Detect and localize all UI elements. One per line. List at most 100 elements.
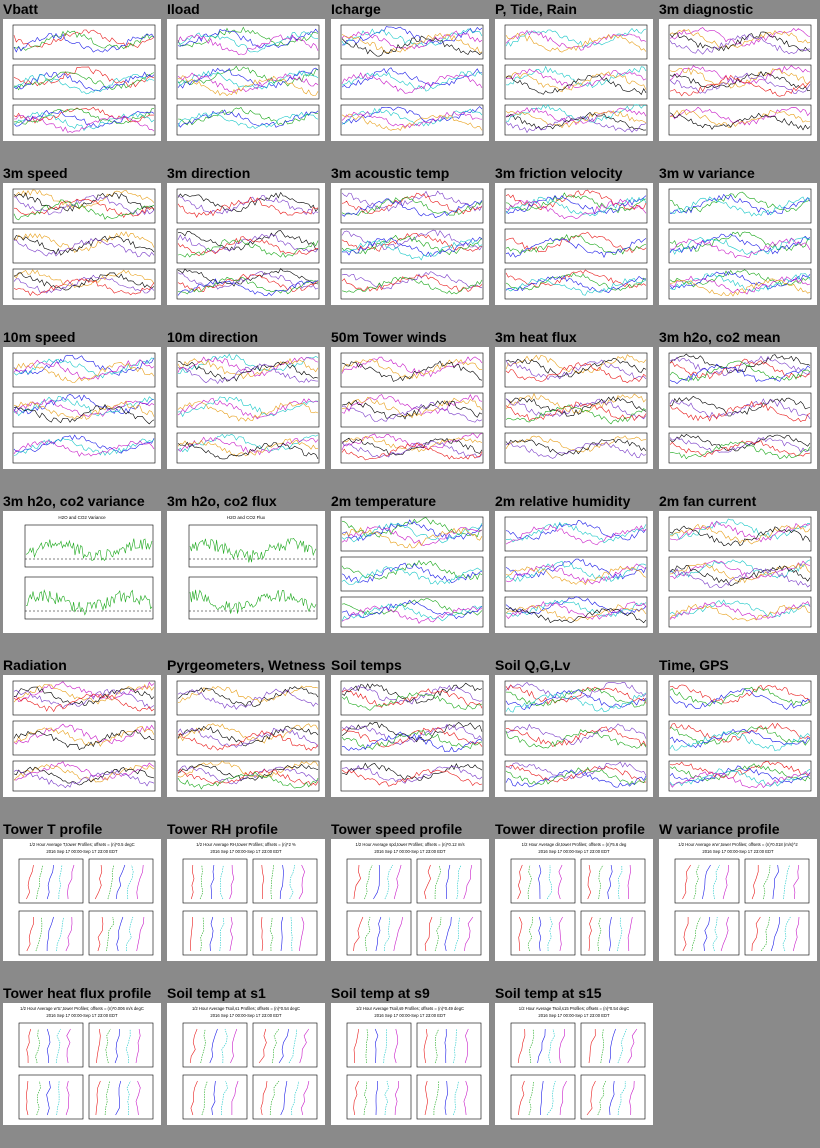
plot-thumbnail[interactable] — [331, 347, 489, 469]
plot-panel[interactable]: 3m w variance — [656, 164, 820, 328]
plot-title[interactable]: Soil temps — [331, 657, 402, 673]
plot-title[interactable]: Tower speed profile — [331, 821, 463, 837]
plot-panel[interactable]: Tower heat flux profile 1/2 Hour Average … — [0, 984, 164, 1148]
plot-title[interactable]: 3m friction velocity — [495, 165, 623, 181]
plot-thumbnail[interactable] — [167, 183, 325, 305]
plot-panel[interactable]: 10m speed — [0, 328, 164, 492]
plot-panel[interactable]: Tower RH profile 1/2 Hour Average RH,towe… — [164, 820, 328, 984]
plot-thumbnail[interactable] — [331, 19, 489, 141]
plot-title[interactable]: Radiation — [3, 657, 67, 673]
plot-title[interactable]: 2m relative humidity — [495, 493, 631, 509]
plot-panel[interactable]: Icharge — [328, 0, 492, 164]
plot-title[interactable]: Vbatt — [3, 1, 38, 17]
plot-title[interactable]: 3m h2o, co2 flux — [167, 493, 277, 509]
plot-thumbnail[interactable] — [167, 19, 325, 141]
plot-title[interactable]: Time, GPS — [659, 657, 729, 673]
plot-thumbnail[interactable] — [3, 183, 161, 305]
plot-thumbnail[interactable] — [167, 675, 325, 797]
plot-title[interactable]: Icharge — [331, 1, 381, 17]
plot-panel[interactable]: Soil temps — [328, 656, 492, 820]
plot-panel[interactable]: 3m acoustic temp — [328, 164, 492, 328]
plot-title[interactable]: Tower direction profile — [495, 821, 645, 837]
plot-panel[interactable]: Tower speed profile 1/2 Hour Average spd,… — [328, 820, 492, 984]
plot-thumbnail[interactable]: 1/2 Hour Average spd,tower Profiles; off… — [331, 839, 489, 961]
plot-thumbnail[interactable] — [495, 675, 653, 797]
plot-thumbnail[interactable] — [3, 347, 161, 469]
plot-panel[interactable]: Iload — [164, 0, 328, 164]
plot-title[interactable]: 3m direction — [167, 165, 251, 181]
plot-panel[interactable]: 3m h2o, co2 mean — [656, 328, 820, 492]
plot-thumbnail[interactable]: 1/2 Hour Average Tsoil,s1 Profiles; offs… — [167, 1003, 325, 1125]
plot-thumbnail[interactable] — [331, 183, 489, 305]
plot-title[interactable]: 3m acoustic temp — [331, 165, 450, 181]
plot-thumbnail[interactable] — [3, 675, 161, 797]
plot-thumbnail[interactable] — [495, 347, 653, 469]
plot-title[interactable]: Tower heat flux profile — [3, 985, 152, 1001]
plot-panel[interactable]: 3m speed — [0, 164, 164, 328]
plot-thumbnail[interactable]: 1/2 Hour Average w'tc',tower Profiles; o… — [3, 1003, 161, 1125]
plot-title[interactable]: 10m speed — [3, 329, 76, 345]
plot-panel[interactable]: Time, GPS — [656, 656, 820, 820]
plot-thumbnail[interactable]: 1/2 Hour Average RH,tower Profiles; offs… — [167, 839, 325, 961]
plot-title[interactable]: Soil Q,G,Lv — [495, 657, 571, 673]
plot-panel[interactable]: W variance profile 1/2 Hour Average w'w',… — [656, 820, 820, 984]
plot-title[interactable]: 2m fan current — [659, 493, 757, 509]
plot-thumbnail[interactable] — [495, 19, 653, 141]
plot-title[interactable]: Tower RH profile — [167, 821, 278, 837]
plot-panel[interactable]: 3m h2o, co2 flux H2O and CO2 Flux — [164, 492, 328, 656]
plot-thumbnail[interactable] — [167, 347, 325, 469]
plot-thumbnail[interactable] — [331, 511, 489, 633]
plot-title[interactable]: 3m heat flux — [495, 329, 577, 345]
plot-thumbnail[interactable] — [659, 675, 817, 797]
plot-panel[interactable]: Tower direction profile 1/2 Hour Average … — [492, 820, 656, 984]
plot-panel[interactable]: 3m friction velocity — [492, 164, 656, 328]
plot-title[interactable]: P, Tide, Rain — [495, 1, 577, 17]
plot-title[interactable]: W variance profile — [659, 821, 780, 837]
plot-thumbnail[interactable] — [659, 347, 817, 469]
plot-thumbnail[interactable]: 1/2 Hour Average Tsoil,s15 Profiles; off… — [495, 1003, 653, 1125]
plot-thumbnail[interactable]: 1/2 Hour Average w'w',tower Profiles; of… — [659, 839, 817, 961]
plot-panel[interactable]: Soil temp at s15 1/2 Hour Average Tsoil,s… — [492, 984, 656, 1148]
plot-panel[interactable]: 2m temperature — [328, 492, 492, 656]
plot-panel[interactable]: P, Tide, Rain — [492, 0, 656, 164]
plot-panel[interactable]: 10m direction — [164, 328, 328, 492]
plot-title[interactable]: 3m h2o, co2 variance — [3, 493, 145, 509]
plot-title[interactable]: 2m temperature — [331, 493, 437, 509]
plot-panel[interactable]: 3m heat flux — [492, 328, 656, 492]
plot-thumbnail[interactable]: 1/2 Hour Average Tsoil,s9 Profiles; offs… — [331, 1003, 489, 1125]
plot-panel[interactable]: 2m fan current — [656, 492, 820, 656]
plot-title[interactable]: 3m speed — [3, 165, 68, 181]
plot-thumbnail[interactable] — [331, 675, 489, 797]
plot-panel[interactable]: Radiation — [0, 656, 164, 820]
plot-panel[interactable]: Tower T profile 1/2 Hour Average T,tower … — [0, 820, 164, 984]
plot-title[interactable]: 3m diagnostic — [659, 1, 754, 17]
plot-panel[interactable]: 3m diagnostic — [656, 0, 820, 164]
plot-panel[interactable]: Soil temp at s9 1/2 Hour Average Tsoil,s9… — [328, 984, 492, 1148]
plot-thumbnail[interactable]: H2O and CO2 Flux — [167, 511, 325, 633]
plot-thumbnail[interactable] — [659, 183, 817, 305]
plot-thumbnail[interactable] — [495, 183, 653, 305]
plot-panel[interactable]: 3m h2o, co2 variance H2O and CO2 Variance — [0, 492, 164, 656]
plot-thumbnail[interactable]: 1/2 Hour Average T,tower Profiles; offse… — [3, 839, 161, 961]
plot-panel[interactable]: Soil Q,G,Lv — [492, 656, 656, 820]
plot-thumbnail[interactable] — [659, 19, 817, 141]
plot-thumbnail[interactable]: 1/2 Hour Average dir,tower Profiles; off… — [495, 839, 653, 961]
plot-panel[interactable]: 2m relative humidity — [492, 492, 656, 656]
plot-title[interactable]: 3m h2o, co2 mean — [659, 329, 781, 345]
plot-thumbnail[interactable] — [495, 511, 653, 633]
plot-thumbnail[interactable] — [659, 511, 817, 633]
plot-title[interactable]: 10m direction — [167, 329, 259, 345]
plot-title[interactable]: Iload — [167, 1, 200, 17]
plot-panel[interactable]: 3m direction — [164, 164, 328, 328]
plot-thumbnail[interactable] — [3, 19, 161, 141]
plot-title[interactable]: Soil temp at s1 — [167, 985, 266, 1001]
plot-panel[interactable]: Pyrgeometers, Wetness — [164, 656, 328, 820]
plot-thumbnail[interactable]: H2O and CO2 Variance — [3, 511, 161, 633]
plot-title[interactable]: Tower T profile — [3, 821, 103, 837]
plot-title[interactable]: 50m Tower winds — [331, 329, 447, 345]
plot-title[interactable]: 3m w variance — [659, 165, 755, 181]
plot-panel[interactable]: Soil temp at s1 1/2 Hour Average Tsoil,s1… — [164, 984, 328, 1148]
plot-title[interactable]: Soil temp at s15 — [495, 985, 602, 1001]
plot-panel[interactable]: Vbatt — [0, 0, 164, 164]
plot-title[interactable]: Soil temp at s9 — [331, 985, 430, 1001]
